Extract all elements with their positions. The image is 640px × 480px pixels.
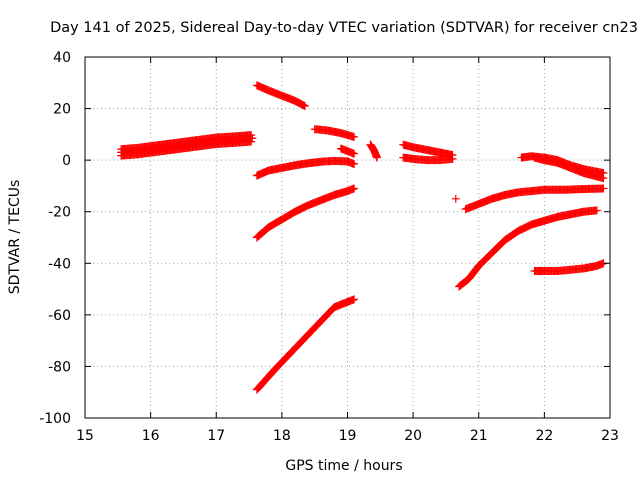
data-point-marker bbox=[350, 184, 359, 193]
x-tick-label: 21 bbox=[470, 428, 488, 444]
y-tick-label: -40 bbox=[48, 256, 71, 272]
data-point-marker bbox=[248, 134, 257, 143]
data-point-marker bbox=[451, 194, 460, 203]
x-tick-label: 19 bbox=[339, 428, 357, 444]
data-point-marker bbox=[350, 132, 359, 141]
grid-lines bbox=[85, 57, 610, 418]
data-point-marker bbox=[350, 295, 359, 304]
data-point-marker bbox=[350, 160, 359, 169]
x-tick-label: 16 bbox=[142, 428, 160, 444]
series-track-11 bbox=[451, 194, 460, 203]
data-point-marker bbox=[599, 174, 608, 183]
y-tick-label: -60 bbox=[48, 308, 71, 324]
chart-title: Day 141 of 2025, Sidereal Day-to-day VTE… bbox=[50, 20, 638, 36]
data-marks bbox=[117, 81, 608, 394]
y-tick-label: -100 bbox=[39, 411, 71, 427]
x-tick-label: 15 bbox=[76, 428, 94, 444]
data-point-marker bbox=[350, 149, 359, 158]
series-track-8 bbox=[366, 140, 382, 162]
series-track-13 bbox=[455, 206, 601, 291]
series-track-7 bbox=[336, 144, 359, 158]
x-tick-label: 20 bbox=[404, 428, 422, 444]
series-track-14 bbox=[530, 259, 608, 276]
x-axis: 15 16 17 18 19 20 21 22 23 bbox=[76, 57, 619, 444]
data-point-marker bbox=[448, 154, 457, 163]
x-tick-label: 22 bbox=[535, 428, 553, 444]
series-track-5 bbox=[252, 295, 359, 394]
x-tick-label: 17 bbox=[207, 428, 225, 444]
series-track-1 bbox=[117, 131, 257, 160]
series-track-2 bbox=[252, 81, 309, 110]
data-point-marker bbox=[300, 101, 309, 110]
y-tick-label: -80 bbox=[48, 359, 71, 375]
y-tick-label: 0 bbox=[62, 153, 71, 169]
y-tick-label: 20 bbox=[53, 102, 71, 118]
data-point-marker bbox=[373, 153, 382, 162]
series-track-12 bbox=[461, 184, 608, 214]
y-tick-label: 40 bbox=[53, 50, 71, 66]
x-tick-label: 23 bbox=[601, 428, 619, 444]
series-track-10 bbox=[399, 153, 457, 165]
series-track-16 bbox=[530, 153, 608, 183]
series-track-4 bbox=[252, 184, 359, 242]
y-axis-label: SDTVAR / TECUs bbox=[7, 180, 23, 295]
series-track-9 bbox=[399, 140, 457, 159]
series-track-3 bbox=[252, 156, 359, 180]
x-tick-label: 18 bbox=[273, 428, 291, 444]
data-point-marker bbox=[599, 184, 608, 193]
y-tick-label: -20 bbox=[48, 205, 71, 221]
data-point-marker bbox=[592, 206, 601, 215]
x-axis-label: GPS time / hours bbox=[285, 458, 402, 474]
y-axis: 40 20 0 -20 -40 -60 -80 -100 bbox=[39, 50, 610, 427]
series-track-6 bbox=[310, 125, 359, 141]
